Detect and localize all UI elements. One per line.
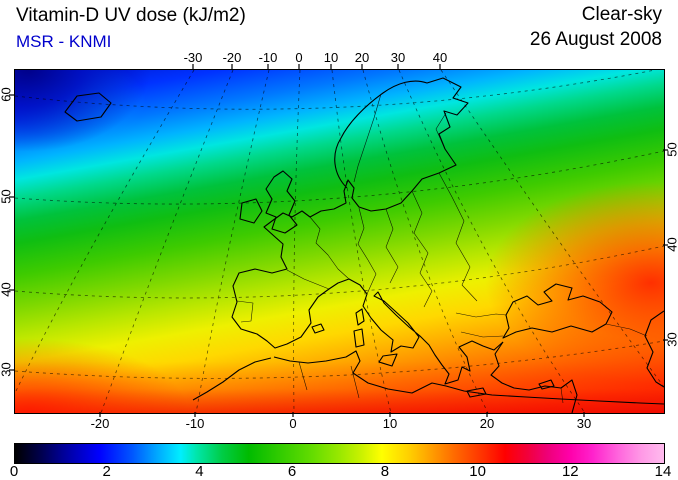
lon-tick-label: -10 <box>185 416 205 431</box>
lon-tick-label: -30 <box>183 50 203 65</box>
coastlines <box>64 77 664 413</box>
lon-tick-label: 30 <box>390 50 406 65</box>
data-source-label: MSR - KNMI <box>16 32 112 51</box>
colorbar-tick-label: 8 <box>380 463 390 480</box>
axis-tick-marks <box>9 64 668 417</box>
coast-north-africa <box>192 357 272 401</box>
map-overlay-svg <box>15 70 664 413</box>
lon-tick-label: -20 <box>90 416 110 431</box>
colorbar-tick-label: 4 <box>195 463 204 480</box>
colorbar-tick-label: 14 <box>654 463 672 480</box>
lon-tick-label: 40 <box>432 50 448 65</box>
lon-tick-label: 20 <box>354 50 370 65</box>
bottom-longitude-axis: -20 -10 0 10 20 30 <box>14 416 663 432</box>
coast-sardinia <box>353 328 365 348</box>
coast-crete <box>466 387 487 398</box>
lon-tick-label: 20 <box>479 416 495 431</box>
graticule-gridlines <box>15 70 664 413</box>
coast-mainland-europe <box>231 77 504 385</box>
lon-tick-label: 0 <box>289 416 297 431</box>
colorbar-scale: 0 2 4 6 8 10 12 14 <box>10 463 672 480</box>
top-longitude-axis: -30 -20 -10 0 10 20 30 40 <box>14 50 663 66</box>
coast-great-britain <box>265 170 298 234</box>
lon-tick-label: 10 <box>382 416 398 431</box>
coast-balearics <box>311 323 325 334</box>
axis-ticks-svg <box>9 64 668 417</box>
coast-turkey-levant <box>490 341 578 413</box>
colorbar-tick-label: 12 <box>561 463 579 480</box>
coast-ireland <box>239 198 263 224</box>
lon-tick-label: 30 <box>576 416 592 431</box>
coast-north-africa-med <box>273 350 664 405</box>
coast-iceland <box>64 92 112 122</box>
coast-black-sea <box>502 283 613 339</box>
coast-cyprus <box>538 379 555 390</box>
coast-corsica <box>355 308 365 326</box>
lon-tick-label: -20 <box>222 50 242 65</box>
colorbar-tick-label: 2 <box>102 463 111 480</box>
colorbar-tick-label: 10 <box>469 463 486 480</box>
page-title: Vitamin-D UV dose (kJ/m2) <box>16 5 246 26</box>
uv-dose-heatmap-field <box>15 70 664 413</box>
lon-tick-label: 10 <box>323 50 339 65</box>
date-label: 26 August 2008 <box>529 29 662 50</box>
coast-sicily <box>378 353 398 367</box>
sky-condition-label: Clear-sky <box>581 4 662 25</box>
country-borders <box>236 93 648 404</box>
lon-tick-label: 0 <box>295 50 303 65</box>
colorbar-tick-label: 0 <box>9 463 19 480</box>
lon-tick-label: -10 <box>258 50 278 65</box>
coast-caspian <box>644 310 664 388</box>
colorbar-tick-label: 6 <box>287 463 297 480</box>
colorbar-gradient <box>14 443 665 464</box>
europe-uv-map <box>14 69 665 414</box>
